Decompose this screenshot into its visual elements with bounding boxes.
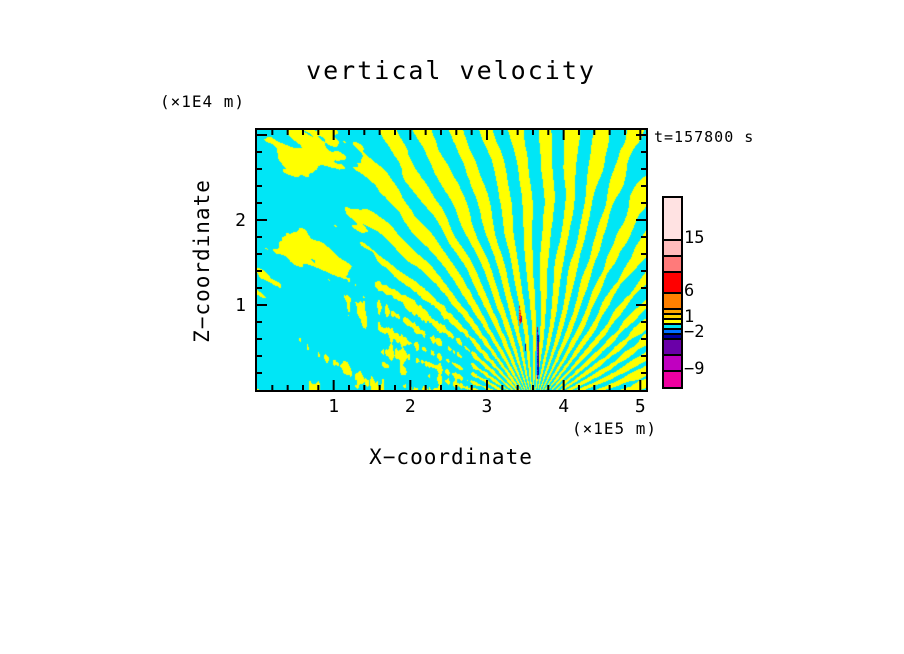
colorbar-segment-12 <box>664 354 681 370</box>
colorbar-label-6: 6 <box>684 281 695 301</box>
y-tick-label-2: 2 <box>235 210 246 231</box>
colorbar-segment-9 <box>664 328 681 333</box>
y-axis-unit-label: (×1E4 m) <box>160 92 246 111</box>
plot-area <box>255 128 648 392</box>
velocity-field-canvas <box>257 130 646 390</box>
x-axis-title: X−coordinate <box>369 445 533 469</box>
colorbar-segment-13 <box>664 370 681 387</box>
colorbar <box>662 196 683 389</box>
colorbar-segment-7 <box>664 318 681 323</box>
y-tick-label-1: 1 <box>235 295 246 316</box>
colorbar-segment-11 <box>664 338 681 354</box>
x-tick-label-5: 5 <box>634 396 646 417</box>
colorbar-segment-8 <box>664 323 681 328</box>
x-tick-label-2: 2 <box>404 396 416 417</box>
chart-title: vertical velocity <box>306 56 596 85</box>
time-annotation: t=157800 s <box>654 128 755 146</box>
colorbar-segment-3 <box>664 271 681 292</box>
colorbar-label-15: 15 <box>684 228 705 248</box>
colorbar-segment-4 <box>664 292 681 308</box>
x-axis-unit-label: (×1E5 m) <box>571 419 657 438</box>
x-tick-label-3: 3 <box>481 396 493 417</box>
x-tick-label-4: 4 <box>558 396 570 417</box>
colorbar-segment-5 <box>664 308 681 313</box>
colorbar-label-−2: −2 <box>684 322 705 342</box>
colorbar-segment-2 <box>664 255 681 271</box>
colorbar-label-−9: −9 <box>684 359 705 379</box>
colorbar-label-1: 1 <box>684 307 695 327</box>
colorbar-segment-1 <box>664 239 681 255</box>
colorbar-segment-10 <box>664 333 681 338</box>
colorbar-segment-0 <box>664 198 681 239</box>
y-axis-title: Z−coordinate <box>190 179 214 343</box>
colorbar-segment-6 <box>664 313 681 318</box>
x-tick-label-1: 1 <box>328 396 340 417</box>
